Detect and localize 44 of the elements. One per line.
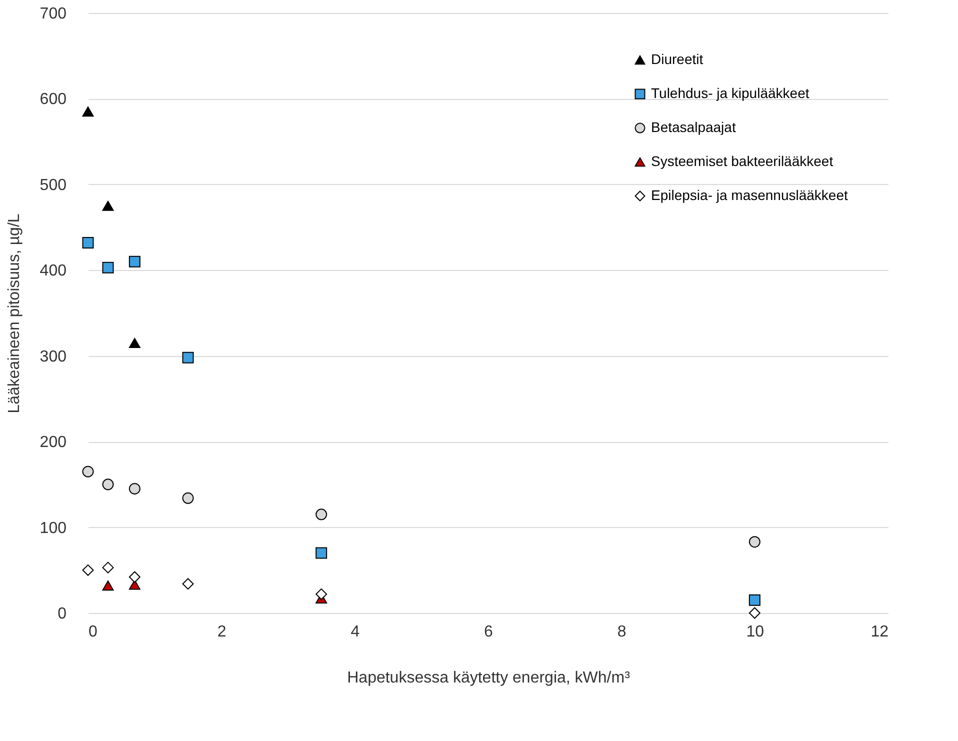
x-tick-label: 12 (870, 624, 889, 640)
y-tick-label: 0 (58, 606, 67, 622)
y-tick-label: 100 (40, 520, 67, 537)
legend-label: Systeemiset bakteerilääkkeet (651, 153, 834, 169)
point (128, 256, 140, 268)
y-tick-label: 500 (40, 176, 67, 194)
x-tick-label: 10 (746, 624, 764, 640)
point (748, 607, 760, 619)
point (82, 236, 94, 248)
x-tick-label: 8 (617, 624, 626, 640)
point (82, 564, 94, 576)
x-axis-title: Hapetuksessa käytetty energia, kWh/m³ (347, 670, 631, 686)
x-tick-label: 4 (350, 624, 360, 640)
x-tick-label: 6 (484, 624, 494, 640)
x-tick-label: 0 (88, 624, 98, 640)
y-axis-title: Lääkeaineen pitoisuus, µg/L (6, 214, 23, 414)
y-tick-label: 300 (40, 348, 67, 366)
legend-label: Tulehdus- ja kipulääkkeet (651, 85, 810, 101)
point (316, 508, 328, 520)
x-tick-label: 2 (217, 624, 226, 640)
point (182, 578, 194, 590)
point (316, 588, 328, 600)
point (182, 352, 194, 364)
legend-label: Betasalpaajat (651, 119, 736, 135)
point (128, 482, 140, 494)
point (102, 562, 114, 574)
point (82, 106, 94, 117)
y-tick-label: 600 (40, 91, 67, 108)
point (102, 580, 114, 591)
point (748, 594, 760, 606)
y-tick-label: 400 (40, 262, 67, 280)
point (128, 338, 140, 348)
legend-label: Epilepsia- ja masennuslääkkeet (651, 187, 848, 203)
point (102, 262, 114, 274)
y-tick-label: 200 (40, 434, 67, 452)
y-tick-label: 700 (40, 6, 67, 22)
point (82, 466, 94, 478)
point (182, 492, 194, 504)
point (316, 547, 328, 559)
legend-label: Diureetit (651, 51, 704, 67)
point (102, 478, 114, 490)
point (128, 571, 140, 583)
point (102, 200, 114, 211)
point (748, 536, 760, 548)
